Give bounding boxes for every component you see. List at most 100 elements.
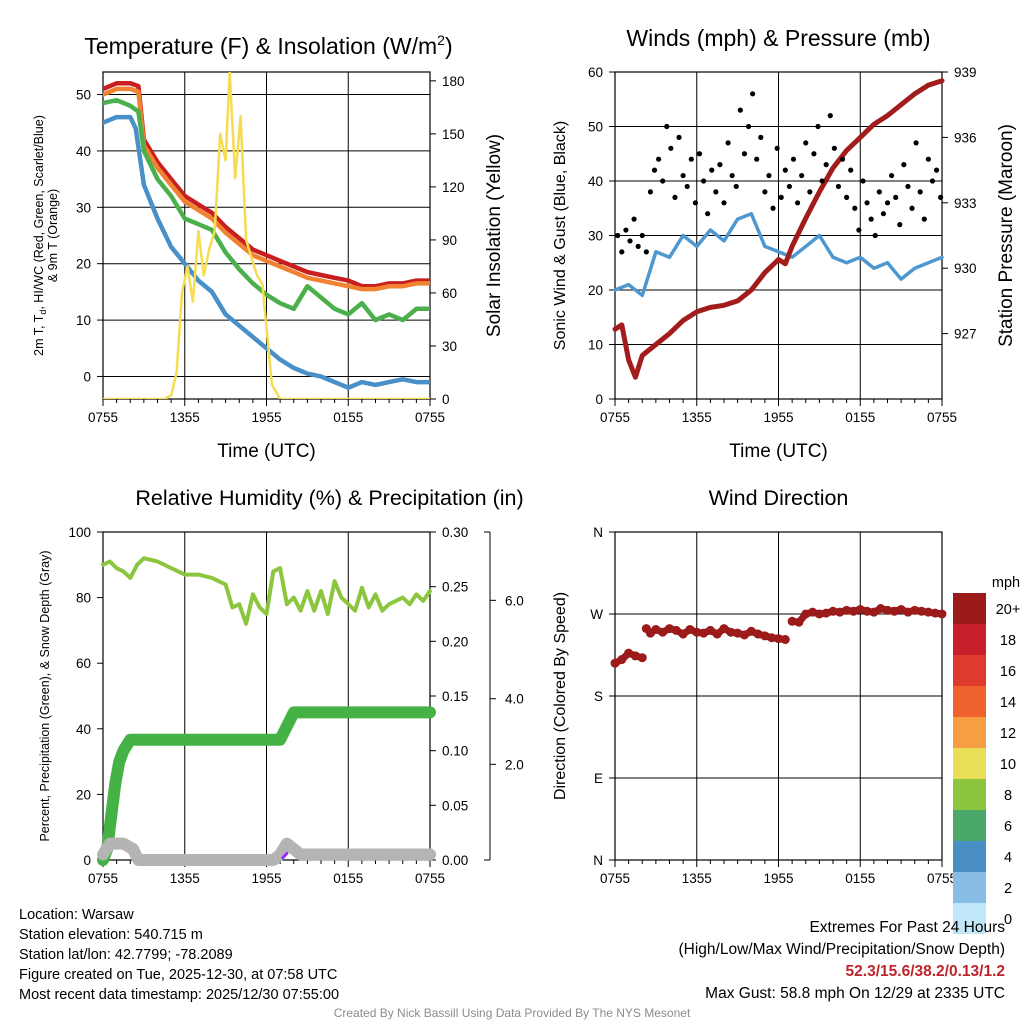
legend-swatch xyxy=(953,593,986,624)
gust-point xyxy=(803,140,809,146)
x-axis-label: Time (UTC) xyxy=(217,441,316,462)
gust-point xyxy=(794,200,801,206)
y2-tick-label: 180 xyxy=(442,74,465,89)
x-tick-label: 1955 xyxy=(251,871,281,886)
gust-point xyxy=(933,167,940,173)
gust-point xyxy=(807,189,813,195)
legend-swatch xyxy=(953,655,986,686)
recent-timestamp: Most recent data timestamp: 2025/12/30 0… xyxy=(19,987,340,1003)
gust-point xyxy=(651,167,658,173)
y-label-part: , HI/WC (Red, Green, Scarlet/Blue) xyxy=(32,115,46,310)
y-tick-label: 20 xyxy=(76,787,91,802)
legend-label: 4 xyxy=(1004,850,1012,866)
series-solar-insolation xyxy=(103,72,430,399)
gust-point xyxy=(872,232,878,239)
x-tick-label: 0155 xyxy=(333,410,363,425)
x-tick-label: 0155 xyxy=(845,410,875,425)
humidity-series xyxy=(97,556,436,866)
gust-point xyxy=(921,216,927,222)
legend-swatch xyxy=(953,624,986,655)
series-sonic-wind xyxy=(613,211,944,298)
y-tick-label: 40 xyxy=(588,174,603,189)
gust-point xyxy=(660,178,666,184)
gust-point xyxy=(647,189,654,195)
snow-tick-label: 4.0 xyxy=(505,692,524,707)
y-tick-label: 50 xyxy=(76,88,91,103)
legend-label: 10 xyxy=(1000,757,1016,773)
y2-tick-label: 150 xyxy=(442,127,465,142)
y2-tick-label: 933 xyxy=(954,196,977,211)
temperature-series xyxy=(103,72,430,399)
x-tick-label: 1955 xyxy=(763,410,793,425)
gust-point xyxy=(852,205,858,211)
y-tick-label: 20 xyxy=(588,283,603,298)
series-2m-t xyxy=(103,81,430,289)
y2-tick-label: 30 xyxy=(442,339,457,354)
y2-tick-label: 927 xyxy=(954,327,977,342)
legend-label: 2 xyxy=(1004,881,1012,897)
extremes-values: 52.3/15.6/38.2/0.13/1.2 xyxy=(845,963,1005,980)
extremes-panel: Extremes For Past 24 Hours (High/Low/Max… xyxy=(679,917,1006,1005)
plot-frame xyxy=(614,531,943,861)
gust-point xyxy=(856,227,862,233)
y2-tick-label: 0.15 xyxy=(442,689,468,704)
chart-title: Winds (mph) & Pressure (mb) xyxy=(626,25,930,51)
x-tick-label: 1355 xyxy=(682,410,712,425)
gust-point xyxy=(888,172,895,179)
gust-point xyxy=(684,183,690,190)
gust-point xyxy=(676,134,682,140)
y2-tick-label: 936 xyxy=(954,130,977,145)
y-axis-label: Sonic Wind & Gust (Blue, Black) xyxy=(552,121,569,350)
title-superscript: 2 xyxy=(437,32,445,48)
gust-point xyxy=(668,145,674,151)
y-axis-label: 2m T, Td, HI/WC (Red, Green, Scarlet/Blu… xyxy=(32,115,60,356)
gust-point xyxy=(713,189,719,195)
legend-label: 6 xyxy=(1004,819,1012,835)
gust-point xyxy=(864,200,870,206)
gust-point xyxy=(745,123,752,130)
y2-tick-label: 0.05 xyxy=(442,798,468,813)
gust-point xyxy=(790,156,797,162)
gust-point xyxy=(729,172,735,179)
gust-point xyxy=(700,178,707,184)
gust-point xyxy=(860,178,866,184)
y2-axis-label: Station Pressure (Maroon) xyxy=(996,124,1017,347)
gust-point xyxy=(627,238,633,244)
title-close: ) xyxy=(445,33,453,59)
snow-tick-label: 6.0 xyxy=(505,593,524,608)
gust-point xyxy=(770,205,776,211)
legend-swatch xyxy=(953,686,986,717)
gust-point xyxy=(880,211,887,217)
snow-tick-label: 2.0 xyxy=(505,757,524,772)
plot-frame xyxy=(614,71,943,400)
legend-swatch xyxy=(953,841,986,872)
legend-label: 0 xyxy=(1004,912,1012,928)
y-tick-label: 100 xyxy=(68,525,91,540)
series-9m-t xyxy=(103,86,430,292)
gust-point xyxy=(705,211,711,217)
y-label-line-2: & 9m T (Orange) xyxy=(46,189,60,282)
gust-point xyxy=(680,172,686,179)
gust-point xyxy=(884,200,891,206)
y2-tick-label: 0.30 xyxy=(442,525,468,540)
x-tick-label: 0755 xyxy=(415,410,445,425)
gust-point xyxy=(643,249,649,255)
y-tick-label: N xyxy=(593,853,603,868)
x-tick-label: 0755 xyxy=(600,410,630,425)
y-tick-label: 30 xyxy=(588,229,603,244)
gust-point xyxy=(909,205,915,211)
credit-line: Created By Nick Bassill Using Data Provi… xyxy=(333,1006,691,1020)
y-tick-label: 0 xyxy=(595,392,603,407)
series-precipitation xyxy=(97,706,436,866)
gust-point xyxy=(656,156,662,162)
gust-point xyxy=(893,194,899,200)
gust-point xyxy=(913,140,919,146)
y-label-subscript: d xyxy=(38,310,48,315)
y-tick-label: 10 xyxy=(588,338,603,353)
x-tick-label: 1355 xyxy=(170,410,200,425)
gust-point xyxy=(876,189,882,195)
y2-tick-label: 120 xyxy=(442,180,465,195)
extremes-heading: Extremes For Past 24 Hours xyxy=(809,919,1005,936)
gust-point xyxy=(737,107,743,113)
